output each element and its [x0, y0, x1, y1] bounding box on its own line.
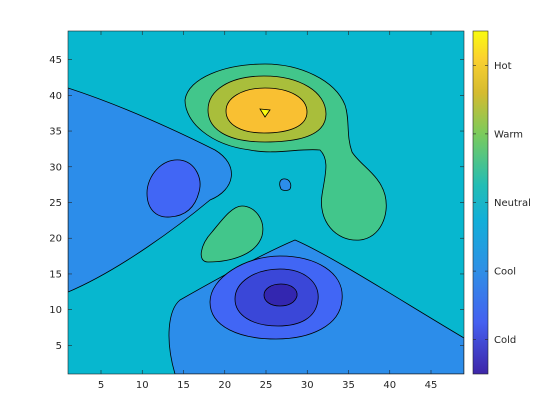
y-tick-label: 40 — [49, 91, 62, 102]
x-axis: 5 10 15 20 25 30 35 40 45 — [98, 31, 438, 391]
x-tick-label: 30 — [301, 380, 314, 391]
y-tick-label: 35 — [49, 127, 62, 138]
colorbar-label: Cold — [494, 335, 516, 346]
colorbar: Cold Cool Neutral Warm Hot — [472, 30, 531, 375]
y-tick-label: 45 — [49, 55, 62, 66]
x-tick-label: 5 — [98, 380, 104, 391]
y-tick-label: 20 — [49, 234, 62, 245]
colorbar-label: Hot — [494, 61, 512, 72]
y-tick-label: 5 — [56, 341, 62, 352]
colorbar-ticks: Cold Cool Neutral Warm Hot — [473, 61, 531, 346]
x-tick-label: 10 — [136, 380, 149, 391]
y-tick-label: 15 — [49, 269, 62, 280]
y-tick-label: 25 — [49, 198, 62, 209]
colorbar-label: Warm — [494, 129, 523, 140]
x-tick-label: 40 — [383, 380, 396, 391]
x-tick-label: 35 — [342, 380, 355, 391]
plot-area: 5 10 15 20 25 30 35 40 45 5 10 15 20 25 30 35 40 45 — [49, 30, 465, 391]
x-tick-label: 25 — [260, 380, 273, 391]
y-tick-label: 30 — [49, 162, 62, 173]
hot-peak — [259, 108, 271, 118]
small-neutral-blob — [200, 205, 264, 263]
x-tick-label: 45 — [425, 380, 438, 391]
x-tick-label: 20 — [218, 380, 231, 391]
contour-regions — [68, 63, 464, 374]
colorbar-label: Neutral — [494, 198, 531, 209]
colorbar-label: Cool — [494, 267, 516, 278]
left-cold-blob — [146, 159, 201, 218]
x-tick-label: 15 — [177, 380, 190, 391]
y-axis: 5 10 15 20 25 30 35 40 45 — [49, 55, 464, 352]
small-cold-spot — [279, 178, 292, 191]
y-tick-label: 10 — [49, 305, 62, 316]
bottom-coldest-core — [263, 283, 298, 307]
